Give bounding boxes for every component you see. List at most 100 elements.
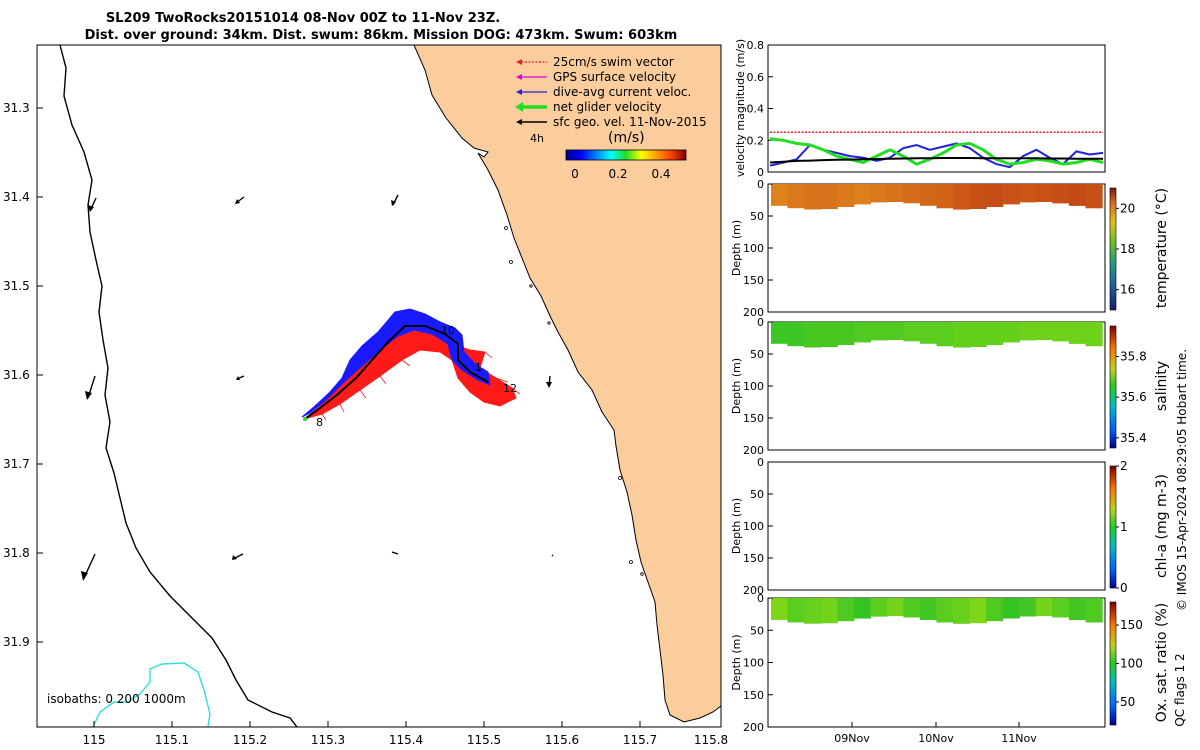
profile-cell <box>1019 184 1037 203</box>
profile-cell <box>1085 598 1103 623</box>
arrow-head <box>81 571 88 581</box>
profile-cell <box>986 322 1004 345</box>
depth-tick-label: 200 <box>743 721 764 734</box>
profile-panel: 0 50 100 150 200 Depth (m) 50 100 150 Ox. sat. ra… <box>730 592 1170 734</box>
legend-item: 25cm/s swim vector <box>516 55 674 69</box>
island <box>504 226 508 230</box>
profile-cell <box>804 322 822 348</box>
depth-tick-label: 0 <box>757 456 764 469</box>
profile-cell <box>1002 184 1020 205</box>
depth-tick-label: 100 <box>743 657 764 670</box>
profile-cell <box>820 184 838 210</box>
profile-cell <box>920 322 938 344</box>
velocity-y-ticks: 0 0.2 0.4 0.6 0.8 <box>747 39 773 179</box>
credit-label: © IMOS 15-Apr-2024 08:29:05 Hobart time. <box>1175 349 1189 611</box>
map-legend: 25cm/s swim vector GPS surface velocity … <box>515 55 707 129</box>
depth-tick-label: 150 <box>743 412 764 425</box>
colorbar-tick-label: 16 <box>1120 283 1135 297</box>
island <box>640 572 644 576</box>
colorbar-tick: 0 <box>571 167 579 181</box>
depth-tick-label: 200 <box>743 306 764 319</box>
map-tick-marks <box>37 107 641 727</box>
depth-ylabel: Depth (m) <box>730 634 743 690</box>
profile-colorbar <box>1109 187 1117 311</box>
island <box>618 476 622 480</box>
lon-tick-label: 115.4 <box>389 733 423 747</box>
lat-tick-label: 31.6 <box>3 368 30 382</box>
profile-cell <box>1052 598 1070 618</box>
isobath-1000m <box>59 45 298 727</box>
profile-cell <box>1085 322 1103 347</box>
profile-cell <box>804 598 822 624</box>
profile-cell <box>969 322 987 347</box>
depth-ylabel: Depth (m) <box>730 220 743 276</box>
arrow-head <box>85 391 92 400</box>
arrow-head <box>232 555 237 560</box>
colorbar-tick-label: 20 <box>1120 201 1135 215</box>
swim-vector-fringe <box>321 351 521 421</box>
island <box>684 732 687 735</box>
legend-label: dive-avg current veloc. <box>553 85 691 99</box>
lon-tick-label: 115.1 <box>155 733 189 747</box>
profile-cell <box>936 184 954 209</box>
depth-tick-label: 0 <box>757 592 764 605</box>
arrow-head <box>391 200 396 206</box>
depth-tick-label: 100 <box>743 520 764 533</box>
series-line-sfc-geo-vel- <box>769 157 1104 164</box>
current-vector-fan <box>301 308 491 418</box>
profile-colorbar <box>1109 601 1117 726</box>
track-label: 1 <box>475 361 482 374</box>
glider-track <box>304 325 489 420</box>
isobath-note: isobaths: 0 200 1000m <box>47 692 186 706</box>
profile-cell <box>804 184 822 210</box>
profile-cell <box>771 184 789 206</box>
profile-cell <box>920 184 938 206</box>
legend-arrow <box>516 59 522 65</box>
track-label: 10 <box>441 324 455 337</box>
profile-cell <box>1052 184 1070 204</box>
profile-cell <box>936 322 954 347</box>
profile-cell <box>853 598 871 619</box>
profile-cell <box>920 598 938 620</box>
colorbar-label: Ox. sat. ratio (%) <box>1154 603 1170 722</box>
profile-cell <box>936 598 954 623</box>
island <box>547 321 551 325</box>
colorbar-tick: 0.2 <box>608 167 627 181</box>
profile-cell <box>1035 322 1053 340</box>
map-panel: 10 1 12 8 25cm/s swim vector GPS surface… <box>3 44 728 747</box>
depth-tick-label: 50 <box>750 488 764 501</box>
profile-frame <box>767 461 1106 591</box>
colorbar-tick-label: 150 <box>1120 618 1143 632</box>
legend-arrow <box>516 89 522 95</box>
lat-tick-label: 31.4 <box>3 190 30 204</box>
profile-cell <box>903 598 921 618</box>
velocity-frame <box>767 44 1106 173</box>
lon-tick-label: 115.8 <box>694 733 728 747</box>
colorbar-tick-label: 100 <box>1120 657 1143 671</box>
velocity-tick-label: 0.6 <box>747 71 765 84</box>
velocity-series <box>769 131 1104 169</box>
date-tick-label: 09Nov <box>834 732 870 745</box>
colorbar-tick-label: 35.4 <box>1120 431 1147 445</box>
profile-cell <box>953 184 971 210</box>
profile-panel: 0 50 100 150 200 Depth (m) 35.4 35.6 35.8 salinit… <box>730 316 1170 457</box>
legend-item: dive-avg current veloc. <box>516 85 691 99</box>
profile-cell <box>886 184 905 202</box>
colorbar-label: salinity <box>1154 361 1170 411</box>
profile-panel: 0 50 100 150 200 Depth (m) 0 1 2 chl-a (mg m-3) <box>730 456 1170 597</box>
depth-tick-label: 150 <box>743 274 764 287</box>
sfc-vector <box>391 551 399 555</box>
profile-cell <box>1052 322 1070 342</box>
island <box>629 560 633 564</box>
depth-tick-label: 50 <box>750 624 764 637</box>
lat-tick-label: 31.7 <box>3 457 30 471</box>
colorbar-tick-label: 2 <box>1120 459 1128 473</box>
depth-tick-label: 0 <box>757 316 764 329</box>
colorbar-label: chl-a (mg m-3) <box>1154 474 1170 578</box>
lat-axis: 31.3 31.4 31.5 31.6 31.7 31.8 31.9 <box>3 101 30 649</box>
profile-cell <box>1035 184 1053 202</box>
profile-cell <box>837 598 855 622</box>
profile-cell <box>853 322 871 343</box>
